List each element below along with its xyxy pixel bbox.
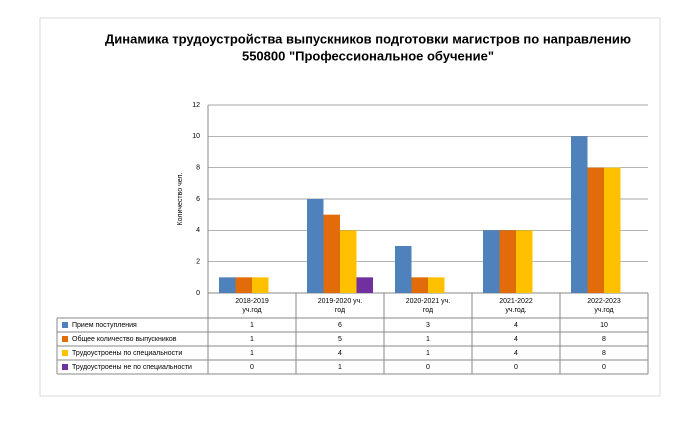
x-tick-label: 2021-2022	[499, 298, 533, 305]
table-value: 8	[602, 336, 606, 343]
bar	[219, 277, 236, 293]
bar	[307, 199, 324, 293]
y-tick-label: 6	[196, 196, 200, 203]
legend-label: Прием поступления	[72, 322, 137, 329]
table-value: 8	[602, 350, 606, 357]
table-value: 0	[514, 364, 518, 371]
table-value: 5	[338, 336, 342, 343]
table-value: 1	[426, 350, 430, 357]
legend-swatch	[62, 336, 68, 342]
table-value: 0	[426, 364, 430, 371]
y-tick-label: 0	[196, 290, 200, 297]
bar	[571, 136, 588, 293]
legend-swatch	[62, 322, 68, 328]
legend-swatch	[62, 350, 68, 356]
legend-swatch	[62, 364, 68, 370]
y-tick-label: 8	[196, 165, 200, 172]
table-value: 0	[602, 364, 606, 371]
bar	[340, 230, 357, 293]
bar	[235, 277, 252, 293]
x-tick-label: год	[423, 307, 433, 314]
table-value: 3	[426, 322, 430, 329]
y-tick-label: 2	[196, 259, 200, 266]
x-tick-label: уч.год	[242, 307, 261, 314]
legend-label: Трудоустроены не по специальности	[72, 364, 192, 371]
x-tick-label: уч.год.	[505, 307, 526, 314]
bar	[587, 167, 604, 293]
y-tick-label: 4	[196, 227, 200, 234]
table-value: 4	[514, 350, 518, 357]
chart-title: Динамика трудоустройства выпускников под…	[105, 31, 631, 46]
table-value: 1	[250, 336, 254, 343]
bar	[604, 167, 621, 293]
bar	[516, 230, 533, 293]
bar	[483, 230, 500, 293]
legend-label: Общее количество выпускников	[72, 335, 177, 343]
chart-frame	[39, 17, 661, 397]
table-value: 10	[600, 322, 608, 329]
y-axis-label: Количество чел.	[177, 173, 184, 226]
table-value: 1	[250, 322, 254, 329]
table-value: 4	[338, 350, 342, 357]
table-value: 1	[250, 350, 254, 357]
chart-title: 550800 "Профессиональное обучение"	[242, 48, 494, 63]
bar	[428, 277, 445, 293]
y-tick-label: 12	[192, 102, 200, 109]
table-value: 4	[514, 336, 518, 343]
table-value: 1	[426, 336, 430, 343]
x-tick-label: 2019-2020 уч.	[318, 298, 363, 305]
table-value: 0	[250, 364, 254, 371]
bar	[252, 277, 269, 293]
x-tick-label: 2020-2021 уч.	[406, 298, 451, 305]
y-tick-label: 10	[192, 133, 200, 140]
bar	[499, 230, 516, 293]
x-tick-label: год	[335, 307, 345, 314]
bar	[395, 246, 412, 293]
legend-label: Трудоустроены по специальности	[72, 350, 182, 357]
table-value: 4	[514, 322, 518, 329]
bar	[356, 277, 373, 293]
bar	[323, 214, 340, 293]
x-tick-label: уч.год	[594, 307, 613, 314]
x-tick-label: 2018-2019	[235, 298, 269, 305]
table-value: 1	[338, 364, 342, 371]
bar	[411, 277, 428, 293]
x-tick-label: 2022-2023	[587, 298, 621, 305]
table-value: 6	[338, 322, 342, 329]
